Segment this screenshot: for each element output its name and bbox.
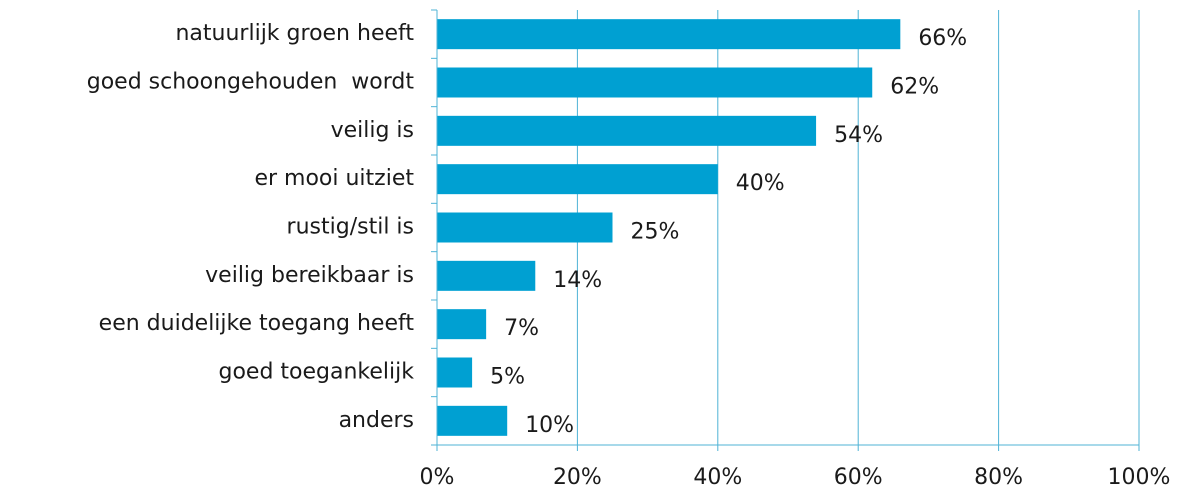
x-tick-label: 100% bbox=[1108, 465, 1171, 490]
bar bbox=[437, 309, 487, 340]
data-label: 25% bbox=[631, 220, 680, 245]
bar bbox=[437, 67, 873, 98]
data-label: 40% bbox=[736, 171, 785, 196]
bar bbox=[437, 260, 536, 291]
x-tick-label: 60% bbox=[834, 465, 883, 490]
bar bbox=[437, 19, 901, 50]
x-tick-label: 80% bbox=[974, 465, 1023, 490]
y-tick-label: veilig bereikbaar is bbox=[205, 263, 414, 288]
bar bbox=[437, 405, 508, 436]
y-tick-label: rustig/stil is bbox=[287, 215, 414, 240]
bar bbox=[437, 164, 718, 195]
data-label: 66% bbox=[918, 26, 967, 51]
x-tick-label: 0% bbox=[420, 465, 455, 490]
y-tick-label: een duidelijke toegang heeft bbox=[99, 311, 415, 336]
y-tick-label: goed toegankelijk bbox=[219, 360, 415, 385]
y-tick-label: goed schoongehouden wordt bbox=[87, 70, 415, 95]
y-tick-label: veilig is bbox=[331, 118, 414, 143]
bar bbox=[437, 115, 817, 146]
x-tick-label: 20% bbox=[553, 465, 602, 490]
data-label: 54% bbox=[834, 123, 883, 148]
data-label: 5% bbox=[490, 365, 525, 390]
data-label: 62% bbox=[890, 75, 939, 100]
data-label: 10% bbox=[525, 413, 574, 438]
y-tick-label: er mooi uitziet bbox=[254, 166, 414, 191]
bar bbox=[437, 357, 473, 388]
data-label: 7% bbox=[504, 316, 539, 341]
y-tick-label: anders bbox=[339, 408, 414, 433]
bar bbox=[437, 212, 613, 243]
data-label: 14% bbox=[553, 268, 602, 293]
y-tick-label: natuurlijk groen heeft bbox=[175, 21, 414, 46]
x-tick-label: 40% bbox=[693, 465, 742, 490]
